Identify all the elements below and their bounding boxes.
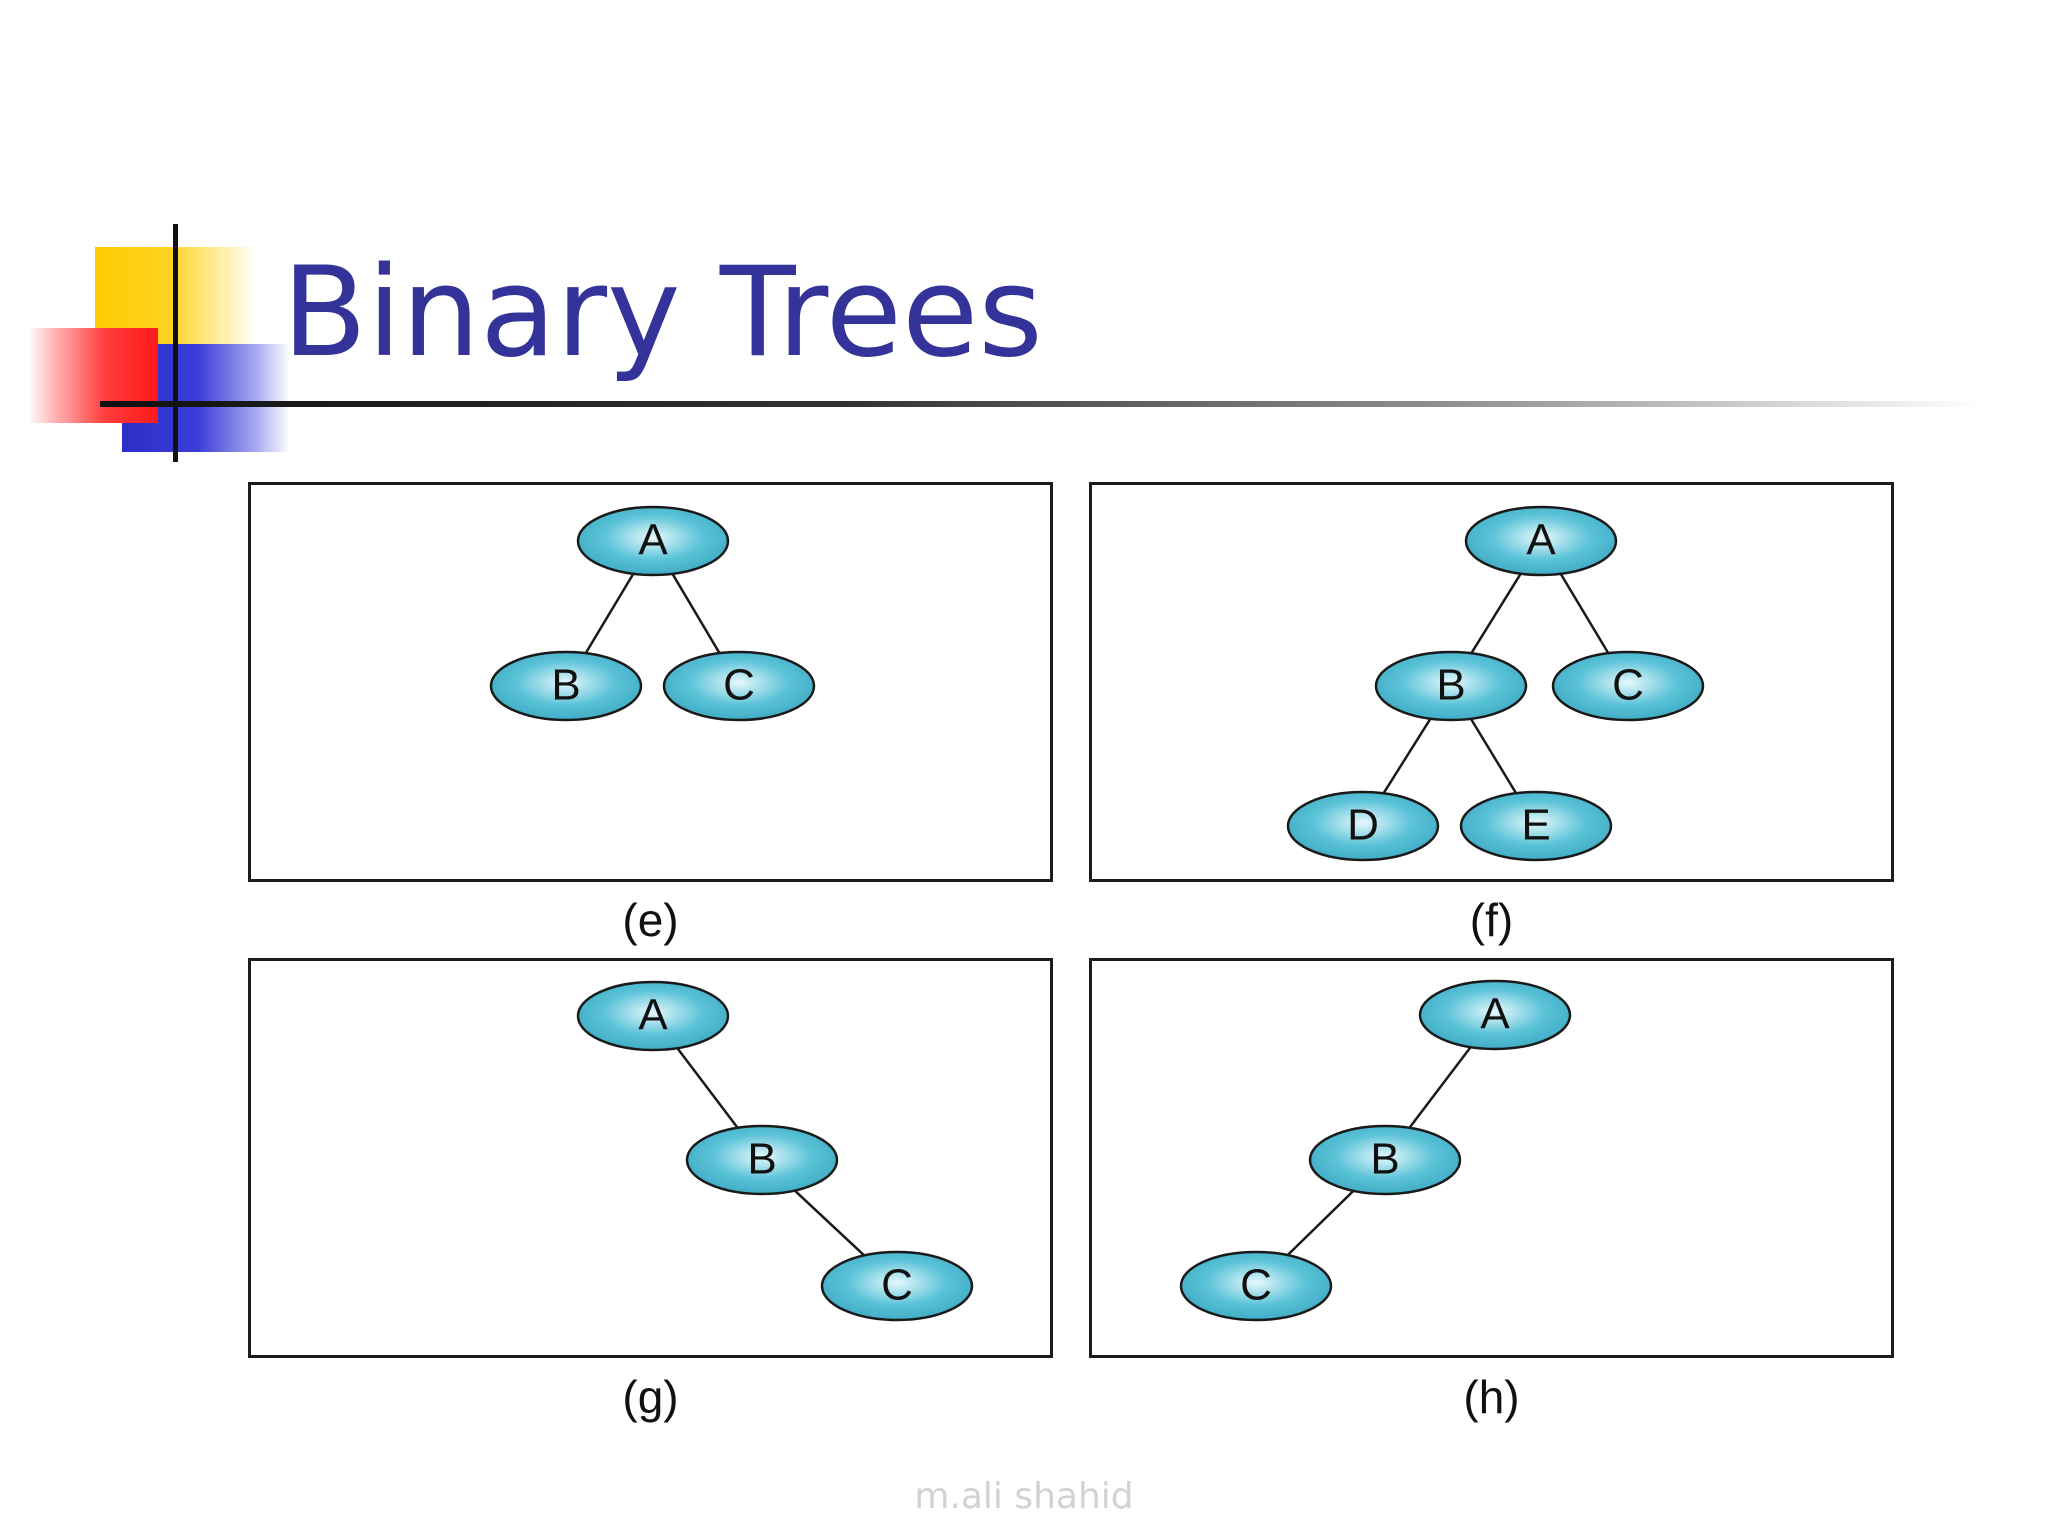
node-label: C xyxy=(1240,1261,1272,1310)
tree-node-a: A xyxy=(576,980,730,1052)
tree-diagram-e: A B C xyxy=(489,505,816,722)
caption-h: (h) xyxy=(1463,1371,1520,1423)
panel-e: A B C xyxy=(248,482,1053,882)
tree-node-b: B xyxy=(1308,1124,1462,1196)
tree-diagram-h: A B C xyxy=(1179,979,1572,1322)
node-label: D xyxy=(1347,801,1379,850)
tree-node-c: C xyxy=(820,1250,974,1322)
caption-e: (e) xyxy=(622,894,679,946)
node-label: C xyxy=(723,661,755,710)
node-label: E xyxy=(1521,801,1550,850)
node-ellipse xyxy=(1464,505,1618,577)
tree-node-e: E xyxy=(1459,790,1613,862)
edge-B-D xyxy=(1382,717,1432,795)
vertical-accent-line xyxy=(173,224,178,462)
watermark: m.ali shahid xyxy=(914,1476,1134,1517)
tree-diagram-g: A B C xyxy=(576,980,974,1322)
node-label: B xyxy=(551,661,580,710)
node-ellipse xyxy=(1308,1124,1462,1196)
edge-A-B xyxy=(1469,572,1523,655)
edge-A-B xyxy=(1407,1045,1473,1130)
edge-A-C xyxy=(1559,572,1610,655)
panel-g: A B C xyxy=(248,958,1053,1358)
node-label: B xyxy=(747,1135,776,1184)
node-label: B xyxy=(1370,1135,1399,1184)
tree-node-b: B xyxy=(489,650,643,722)
node-ellipse xyxy=(662,650,816,722)
node-ellipse xyxy=(820,1250,974,1322)
tree-node-d: D xyxy=(1286,790,1440,862)
node-ellipse xyxy=(1418,979,1572,1051)
tree-node-a: A xyxy=(1464,505,1618,577)
tree-node-b: B xyxy=(1374,650,1528,722)
caption-g: (g) xyxy=(622,1371,679,1423)
edge-B-C xyxy=(793,1189,866,1257)
node-ellipse xyxy=(576,980,730,1052)
node-ellipse xyxy=(685,1124,839,1196)
tree-node-c: C xyxy=(1551,650,1705,722)
node-ellipse xyxy=(1179,1250,1333,1322)
node-label: A xyxy=(638,991,668,1040)
edge-B-C xyxy=(1286,1189,1355,1257)
node-ellipse xyxy=(1286,790,1440,862)
node-ellipse xyxy=(1374,650,1528,722)
tree-diagram-f: A B C D E xyxy=(1286,505,1705,862)
tree-node-b: B xyxy=(685,1124,839,1196)
caption-f: (f) xyxy=(1469,894,1514,946)
panel-h: A B C xyxy=(1089,958,1894,1358)
title-underline xyxy=(100,401,1980,407)
node-label: A xyxy=(1526,516,1556,565)
node-ellipse xyxy=(576,505,730,577)
node-label: C xyxy=(881,1261,913,1310)
panel-f: A B C D E xyxy=(1089,482,1894,882)
node-label: C xyxy=(1612,661,1644,710)
tree-node-a: A xyxy=(576,505,730,577)
node-label: A xyxy=(1480,990,1510,1039)
node-ellipse xyxy=(1551,650,1705,722)
tree-node-c: C xyxy=(662,650,816,722)
node-ellipse xyxy=(1459,790,1613,862)
edge-A-B xyxy=(584,572,635,655)
edge-A-B xyxy=(675,1046,740,1130)
red-square-decoration xyxy=(28,328,158,423)
slide-title: Binary Trees xyxy=(282,241,1043,385)
node-label: B xyxy=(1436,661,1465,710)
edge-B-E xyxy=(1469,717,1518,795)
node-label: A xyxy=(638,516,668,565)
node-ellipse xyxy=(489,650,643,722)
edge-A-C xyxy=(671,572,721,655)
tree-node-c: C xyxy=(1179,1250,1333,1322)
tree-node-a: A xyxy=(1418,979,1572,1051)
